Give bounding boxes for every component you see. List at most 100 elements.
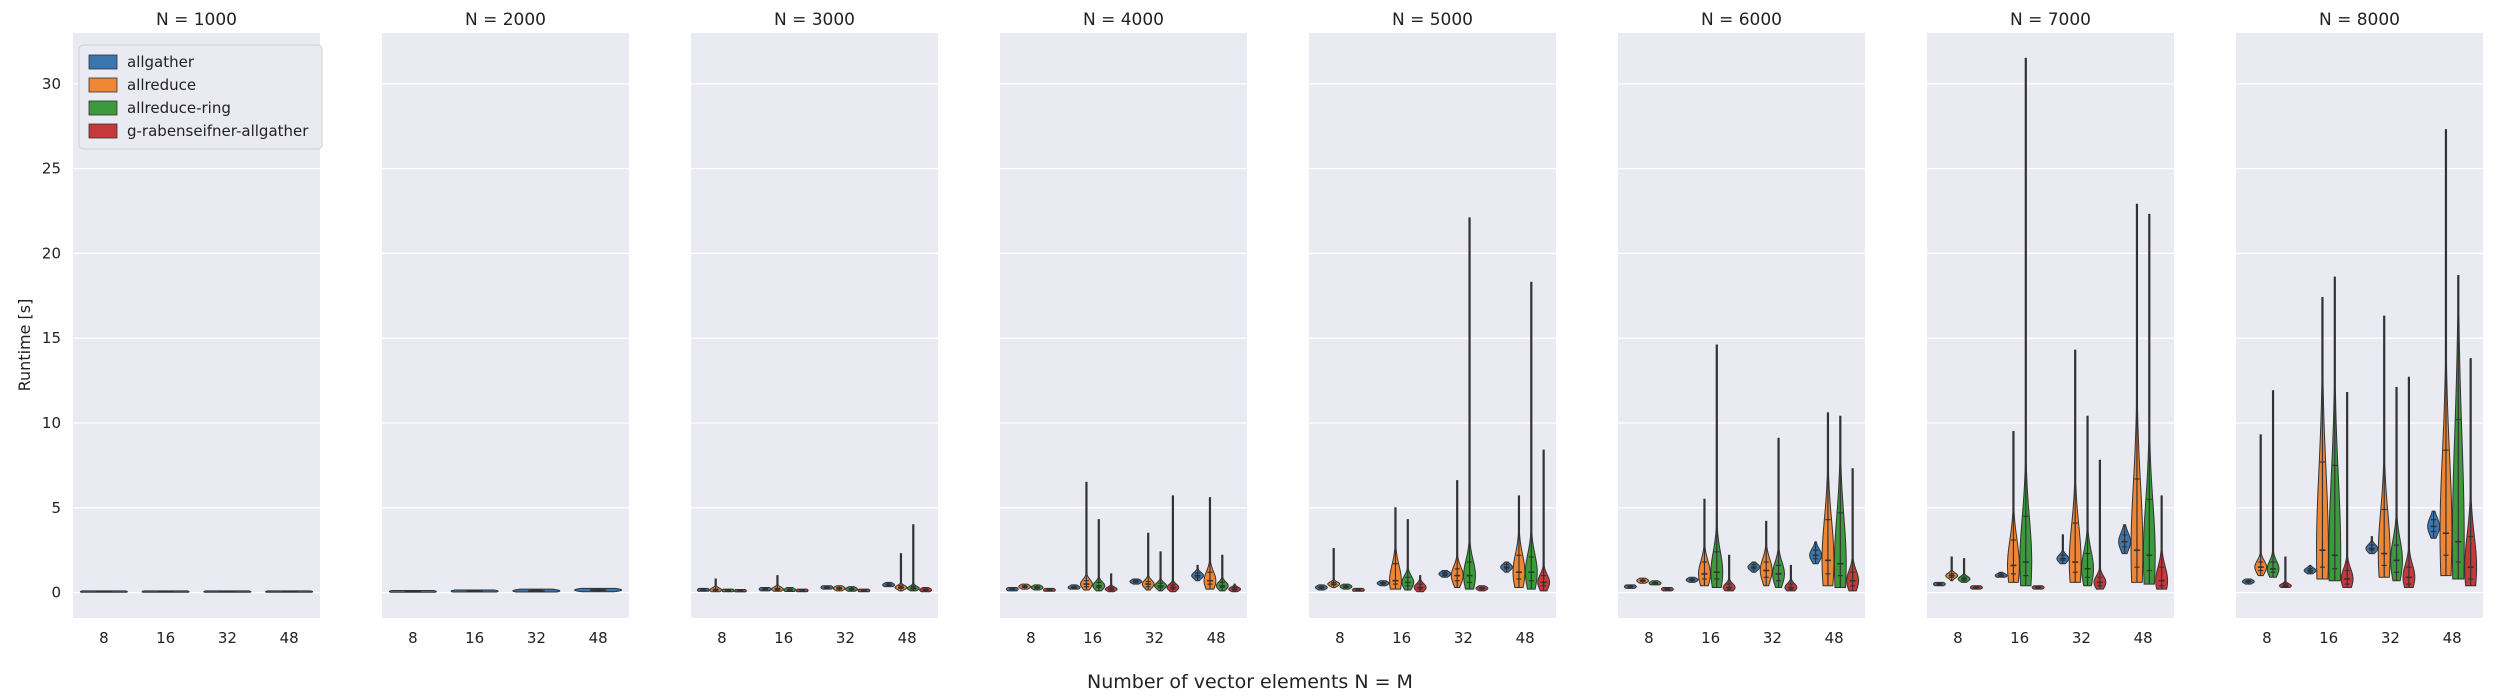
violin-allgather bbox=[1129, 578, 1143, 585]
violin-allreduce-ring bbox=[2019, 57, 2033, 587]
violin-g-rabenseifner-allgather bbox=[2340, 391, 2354, 588]
violin-allreduce bbox=[832, 585, 846, 592]
x-tick-label: 48 bbox=[2134, 629, 2153, 647]
violin-g-rabenseifner-allgather bbox=[1104, 573, 1118, 593]
x-tick-label: 8 bbox=[408, 629, 418, 647]
x-tick-label: 48 bbox=[1825, 629, 1844, 647]
violin-allgather bbox=[1376, 580, 1390, 587]
violin-allreduce-ring bbox=[1710, 344, 1724, 588]
y-tick-label: 10 bbox=[42, 414, 61, 432]
violin-g-rabenseifner-allgather bbox=[795, 588, 809, 593]
violin-allgather bbox=[450, 589, 499, 593]
violin-g-rabenseifner-allgather bbox=[857, 588, 871, 593]
legend-swatch bbox=[88, 100, 118, 116]
x-axis-label: Number of vector elements N = M bbox=[1087, 671, 1413, 693]
violin-allgather bbox=[2303, 564, 2317, 575]
violin-allgather bbox=[79, 590, 128, 593]
violin-allreduce-ring bbox=[845, 586, 858, 592]
x-tick-label: 16 bbox=[1392, 629, 1411, 647]
violin-allreduce bbox=[1945, 556, 1959, 582]
violin-allreduce-ring bbox=[906, 524, 920, 592]
violin-allreduce bbox=[1821, 412, 1835, 587]
violin-allgather bbox=[1005, 586, 1019, 592]
violin-g-rabenseifner-allgather bbox=[2093, 459, 2107, 590]
violin-allgather bbox=[1932, 581, 1946, 587]
y-tick-label: 20 bbox=[42, 244, 61, 262]
violin-allreduce-ring bbox=[1401, 519, 1415, 591]
violin-g-rabenseifner-allgather bbox=[1784, 564, 1798, 592]
violin-allgather bbox=[2056, 534, 2070, 565]
violin-allreduce-ring bbox=[1030, 584, 1044, 591]
violin-allgather bbox=[820, 585, 834, 590]
violin-allreduce-ring bbox=[2328, 276, 2342, 582]
panel-title: N = 5000 bbox=[1392, 10, 1473, 30]
violin-allreduce bbox=[2068, 349, 2082, 583]
violin-allgather bbox=[1438, 570, 1452, 578]
violin-g-rabenseifner-allgather bbox=[2402, 376, 2416, 588]
y-tick-label: 15 bbox=[42, 329, 61, 347]
violin-allgather bbox=[1500, 561, 1514, 573]
plot-background bbox=[691, 33, 938, 618]
legend: allgather allreduce allreduce-ring g-rabens… bbox=[78, 44, 323, 150]
violin-allreduce bbox=[1018, 583, 1032, 590]
violin-g-rabenseifner-allgather bbox=[1537, 449, 1551, 592]
violin-allgather bbox=[388, 590, 437, 593]
plot-background bbox=[1309, 33, 1556, 618]
violin-allreduce-ring bbox=[1524, 281, 1538, 590]
plot-background bbox=[1000, 33, 1247, 618]
legend-label: allreduce-ring bbox=[127, 99, 231, 117]
panel-title: N = 3000 bbox=[774, 10, 855, 30]
violin-allgather bbox=[1623, 584, 1637, 589]
y-tick-label: 25 bbox=[42, 160, 61, 178]
x-tick-label: 48 bbox=[589, 629, 608, 647]
facet-panel: N = 7000 8 16 32 48 bbox=[1927, 10, 2174, 647]
legend-item: allgather bbox=[88, 53, 195, 71]
violin-allgather bbox=[2118, 524, 2132, 555]
violin-g-rabenseifner-allgather bbox=[1228, 583, 1242, 593]
legend-swatch bbox=[88, 54, 118, 70]
x-tick-label: 32 bbox=[1145, 629, 1164, 647]
panel-title: N = 7000 bbox=[2010, 10, 2091, 30]
x-tick-label: 32 bbox=[218, 629, 237, 647]
x-tick-label: 32 bbox=[2381, 629, 2400, 647]
y-tick-label: 5 bbox=[51, 499, 61, 517]
y-tick-label: 0 bbox=[51, 584, 61, 602]
violin-g-rabenseifner-allgather bbox=[2464, 358, 2478, 587]
violin-allgather bbox=[2365, 536, 2379, 555]
violin-allgather bbox=[1809, 541, 1823, 565]
facet-panel: N = 3000 8 16 32 48 bbox=[691, 10, 938, 647]
violin-allreduce-ring bbox=[1833, 415, 1847, 588]
legend-label: allreduce bbox=[127, 76, 196, 94]
panel-title: N = 6000 bbox=[1701, 10, 1782, 30]
violin-allreduce bbox=[1759, 520, 1773, 587]
x-tick-label: 16 bbox=[156, 629, 175, 647]
violin-g-rabenseifner-allgather bbox=[733, 589, 747, 593]
violin-allreduce-ring bbox=[1648, 580, 1662, 586]
violin-g-rabenseifner-allgather bbox=[919, 586, 933, 593]
violin-allreduce bbox=[2130, 203, 2144, 583]
violin-allgather bbox=[1067, 584, 1081, 590]
violin-allreduce bbox=[1327, 547, 1341, 588]
violin-allreduce-ring bbox=[2081, 415, 2094, 587]
x-tick-label: 32 bbox=[836, 629, 855, 647]
panel-title: N = 8000 bbox=[2319, 10, 2400, 30]
facet-panel: N = 4000 8 16 32 48 bbox=[1000, 10, 1247, 647]
violin-allreduce bbox=[2439, 129, 2453, 577]
y-axis-label: Runtime [s] bbox=[15, 299, 34, 392]
legend-item: allreduce-ring bbox=[88, 99, 231, 117]
violin-allgather bbox=[1685, 576, 1699, 583]
violin-allreduce bbox=[2316, 297, 2329, 580]
panel-title: N = 1000 bbox=[156, 10, 237, 30]
violin-allreduce-ring bbox=[1957, 558, 1971, 583]
violin-allgather bbox=[1994, 571, 2008, 578]
facet-panel: N = 8000 8 16 32 48 bbox=[2236, 10, 2483, 647]
x-tick-label: 8 bbox=[717, 629, 727, 647]
violin-g-rabenseifner-allgather bbox=[1722, 554, 1736, 592]
x-tick-label: 48 bbox=[898, 629, 917, 647]
violin-g-rabenseifner-allgather bbox=[1660, 586, 1674, 592]
violin-allreduce bbox=[2254, 434, 2268, 577]
x-tick-label: 16 bbox=[2010, 629, 2029, 647]
violin-allgather bbox=[2427, 510, 2441, 539]
violin-g-rabenseifner-allgather bbox=[1969, 585, 1983, 590]
